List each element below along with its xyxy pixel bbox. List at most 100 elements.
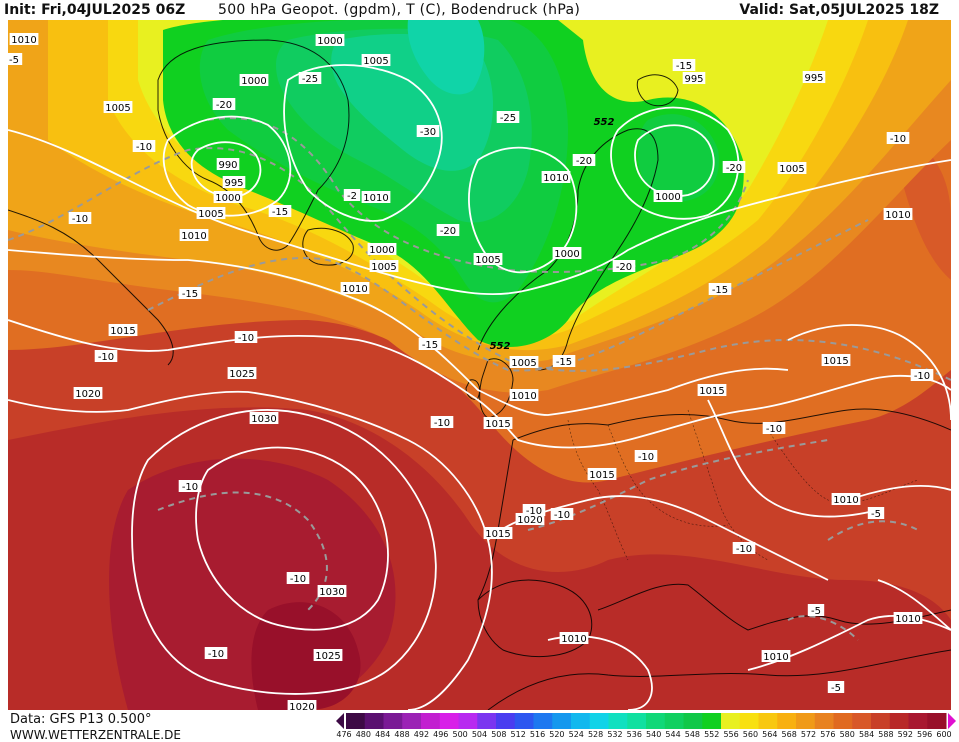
legend-value: 484 bbox=[375, 730, 391, 739]
legend-value: 500 bbox=[452, 730, 468, 739]
legend-swatch bbox=[814, 713, 834, 729]
pressure-label: 1015 bbox=[697, 384, 727, 397]
legend-arrow-right bbox=[948, 713, 956, 729]
svg-text:1010: 1010 bbox=[511, 391, 536, 402]
svg-text:1015: 1015 bbox=[485, 529, 510, 540]
temperature-label: -10 bbox=[132, 140, 156, 153]
pressure-label: 1010 bbox=[831, 493, 861, 506]
legend-swatch bbox=[871, 713, 891, 729]
legend-labels: 476 480 484 488 492 496 500 504 508 512 516 520 524 5… bbox=[336, 730, 951, 741]
temperature-label: -10 bbox=[762, 422, 786, 435]
temperature-label: -10 bbox=[94, 350, 118, 363]
legend-value: 556 bbox=[723, 730, 739, 739]
svg-text:-10: -10 bbox=[638, 452, 654, 463]
legend-value: 564 bbox=[762, 730, 778, 739]
svg-text:552: 552 bbox=[594, 117, 615, 128]
legend-swatch bbox=[571, 713, 591, 729]
legend-swatch bbox=[627, 713, 647, 729]
isobar-1020 bbox=[8, 390, 493, 710]
svg-text:995: 995 bbox=[804, 73, 823, 84]
temperature-label: -15 bbox=[418, 338, 442, 351]
pressure-label: 1000 bbox=[367, 243, 397, 256]
svg-text:-20: -20 bbox=[440, 226, 456, 237]
svg-text:1005: 1005 bbox=[105, 103, 130, 114]
temperature-label: -15 bbox=[672, 59, 696, 72]
svg-text:-10: -10 bbox=[890, 134, 906, 145]
init-time: Init: Fri,04JUL2025 06Z bbox=[4, 2, 186, 18]
svg-text:1000: 1000 bbox=[369, 245, 394, 256]
legend-value: 568 bbox=[781, 730, 797, 739]
svg-text:1005: 1005 bbox=[371, 262, 396, 273]
legend-value: 512 bbox=[510, 730, 526, 739]
pressure-label: 1015 bbox=[821, 354, 851, 367]
svg-text:1025: 1025 bbox=[315, 651, 340, 662]
svg-text:-10: -10 bbox=[914, 371, 930, 382]
pressure-label: 1015 bbox=[483, 417, 513, 430]
pressure-label: 1010 bbox=[559, 632, 589, 645]
temperature-label: -10 bbox=[886, 132, 910, 145]
svg-text:1010: 1010 bbox=[11, 35, 36, 46]
legend-swatch bbox=[496, 713, 516, 729]
svg-text:1010: 1010 bbox=[561, 634, 586, 645]
legend-value: 536 bbox=[626, 730, 642, 739]
legend-value: 576 bbox=[820, 730, 836, 739]
temperature-label: -15 bbox=[708, 283, 732, 296]
svg-text:1015: 1015 bbox=[485, 419, 510, 430]
svg-text:-25: -25 bbox=[302, 74, 318, 85]
svg-text:-5: -5 bbox=[871, 509, 881, 520]
svg-text:1000: 1000 bbox=[215, 193, 240, 204]
site-url[interactable]: WWW.WETTERZENTRALE.DE bbox=[10, 728, 181, 742]
legend-value: 480 bbox=[355, 730, 371, 739]
legend-value: 476 bbox=[336, 730, 352, 739]
pressure-label: 1005 bbox=[473, 253, 503, 266]
temperature-label: -10 bbox=[178, 480, 202, 493]
svg-text:1015: 1015 bbox=[699, 386, 724, 397]
mediterranean-coast bbox=[597, 583, 951, 631]
legend-value: 520 bbox=[549, 730, 565, 739]
svg-text:1010: 1010 bbox=[885, 210, 910, 221]
svg-text:-10: -10 bbox=[238, 333, 254, 344]
pressure-label: 1005 bbox=[777, 162, 807, 175]
legend-value: 524 bbox=[568, 730, 584, 739]
legend-swatch bbox=[552, 713, 572, 729]
svg-text:1020: 1020 bbox=[75, 389, 100, 400]
temperature-label: -2 bbox=[343, 189, 361, 202]
svg-text:1015: 1015 bbox=[110, 326, 135, 337]
pressure-label: 1000 bbox=[653, 190, 683, 203]
svg-text:-10: -10 bbox=[290, 574, 306, 585]
temperature-label: -15 bbox=[552, 355, 576, 368]
pressure-label: 1000 bbox=[315, 34, 345, 47]
weather-map[interactable]: 1010 1000 1005 1000 995 995 1005 990 995 1000 1005… bbox=[8, 20, 951, 710]
legend-swatch bbox=[758, 713, 778, 729]
temperature-label: -30 bbox=[416, 125, 440, 138]
legend-value: 596 bbox=[917, 730, 933, 739]
isobar-1025 bbox=[131, 409, 437, 695]
svg-text:1005: 1005 bbox=[363, 56, 388, 67]
svg-text:995: 995 bbox=[224, 178, 243, 189]
legend-value: 492 bbox=[413, 730, 430, 739]
svg-text:-20: -20 bbox=[726, 163, 742, 174]
svg-text:1000: 1000 bbox=[554, 249, 579, 260]
svg-text:-10: -10 bbox=[736, 544, 752, 555]
border-4 bbox=[567, 419, 629, 561]
svg-text:-10: -10 bbox=[136, 142, 152, 153]
pressure-label: 1005 bbox=[103, 101, 133, 114]
pressure-labels: 1010 1000 1005 1000 995 995 1005 990 995 1000 1005… bbox=[9, 33, 923, 710]
legend-swatch bbox=[477, 713, 497, 729]
pressure-label: 1010 bbox=[361, 191, 391, 204]
pressure-label: 1010 bbox=[893, 612, 923, 625]
pressure-label: 1005 bbox=[369, 260, 399, 273]
temperature-label: -25 bbox=[298, 72, 322, 85]
canada-coast bbox=[8, 209, 174, 366]
svg-text:-25: -25 bbox=[500, 113, 516, 124]
pressure-label: 1015 bbox=[108, 324, 138, 337]
isobar-1015-north bbox=[8, 319, 951, 449]
svg-text:1030: 1030 bbox=[251, 414, 276, 425]
band-536 bbox=[407, 20, 485, 95]
svg-text:-15: -15 bbox=[272, 207, 288, 218]
pressure-label: 1030 bbox=[249, 412, 279, 425]
legend-value: 560 bbox=[742, 730, 759, 739]
svg-text:1025: 1025 bbox=[229, 369, 254, 380]
svg-text:1000: 1000 bbox=[655, 192, 680, 203]
pressure-label: 1025 bbox=[227, 367, 257, 380]
